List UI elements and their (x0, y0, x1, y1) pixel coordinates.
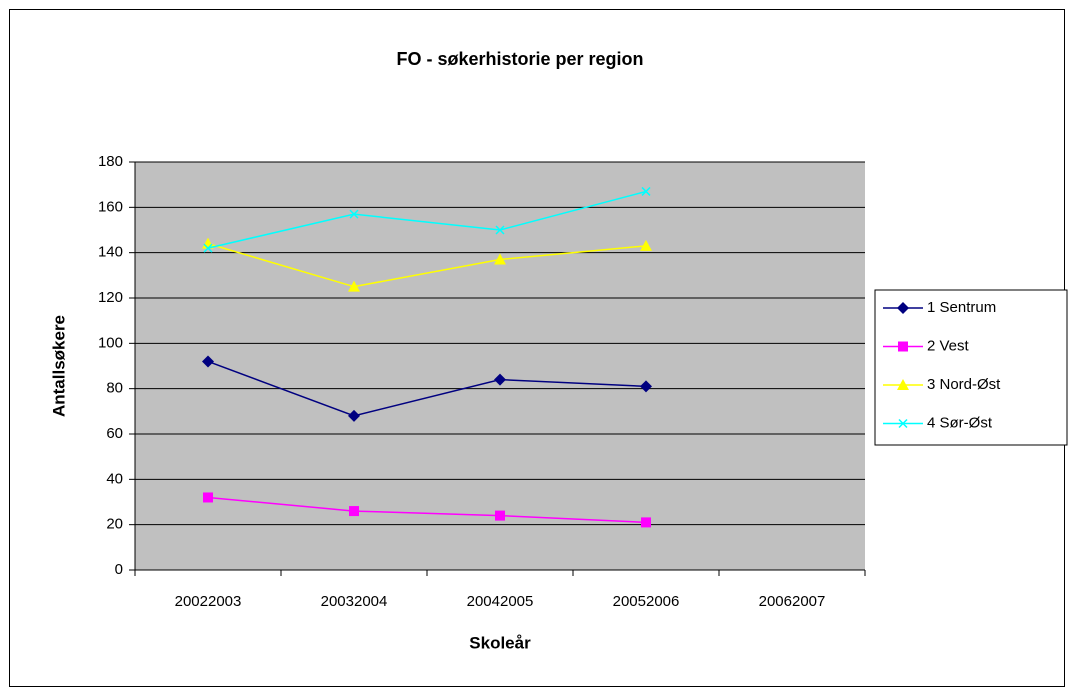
legend-label: 3 Nord-Øst (927, 376, 1001, 393)
x-axis-title: Skoleår (469, 633, 531, 652)
y-tick-label: 180 (98, 153, 123, 170)
marker (494, 253, 506, 265)
x-tick-label: 20042005 (467, 593, 534, 610)
x-tick-label: 20052006 (613, 593, 680, 610)
legend-label: 2 Vest (927, 337, 970, 354)
y-tick-label: 80 (106, 380, 123, 397)
series-line (207, 242, 647, 288)
marker (349, 209, 359, 219)
series-line (207, 190, 647, 249)
chart-title: FO - søkerhistorie per region (396, 49, 643, 69)
y-tick-label: 120 (98, 289, 123, 306)
marker (640, 380, 652, 393)
y-tick-label: 40 (106, 470, 123, 487)
y-axis-title: Antallsøkere (49, 315, 68, 417)
marker (495, 510, 505, 521)
y-tick-label: 160 (98, 198, 123, 215)
x-tick-label: 20062007 (759, 593, 826, 610)
legend-marker (897, 379, 909, 390)
y-tick-label: 0 (115, 561, 123, 578)
marker (348, 280, 360, 292)
y-tick-label: 140 (98, 244, 123, 261)
marker (495, 225, 505, 235)
marker (494, 373, 506, 386)
plot-area (135, 162, 865, 570)
legend-marker (898, 341, 908, 352)
marker (203, 492, 213, 503)
y-tick-label: 100 (98, 334, 123, 351)
marker (348, 409, 360, 422)
marker (202, 355, 214, 368)
legend-label: 4 Sør-Øst (927, 414, 993, 431)
y-tick-label: 20 (106, 516, 123, 533)
legend-marker (897, 302, 909, 314)
series-line (207, 360, 647, 417)
legend-marker (898, 418, 908, 429)
legend-box (874, 289, 1068, 446)
marker (349, 506, 359, 517)
x-tick-label: 20032004 (321, 593, 388, 610)
y-tick-label: 60 (106, 425, 123, 442)
series-line (207, 496, 647, 524)
legend-label: 1 Sentrum (927, 299, 996, 316)
marker (641, 517, 651, 528)
x-tick-label: 20022003 (175, 593, 242, 610)
marker (640, 239, 652, 251)
marker (641, 186, 651, 196)
marker (203, 243, 213, 253)
